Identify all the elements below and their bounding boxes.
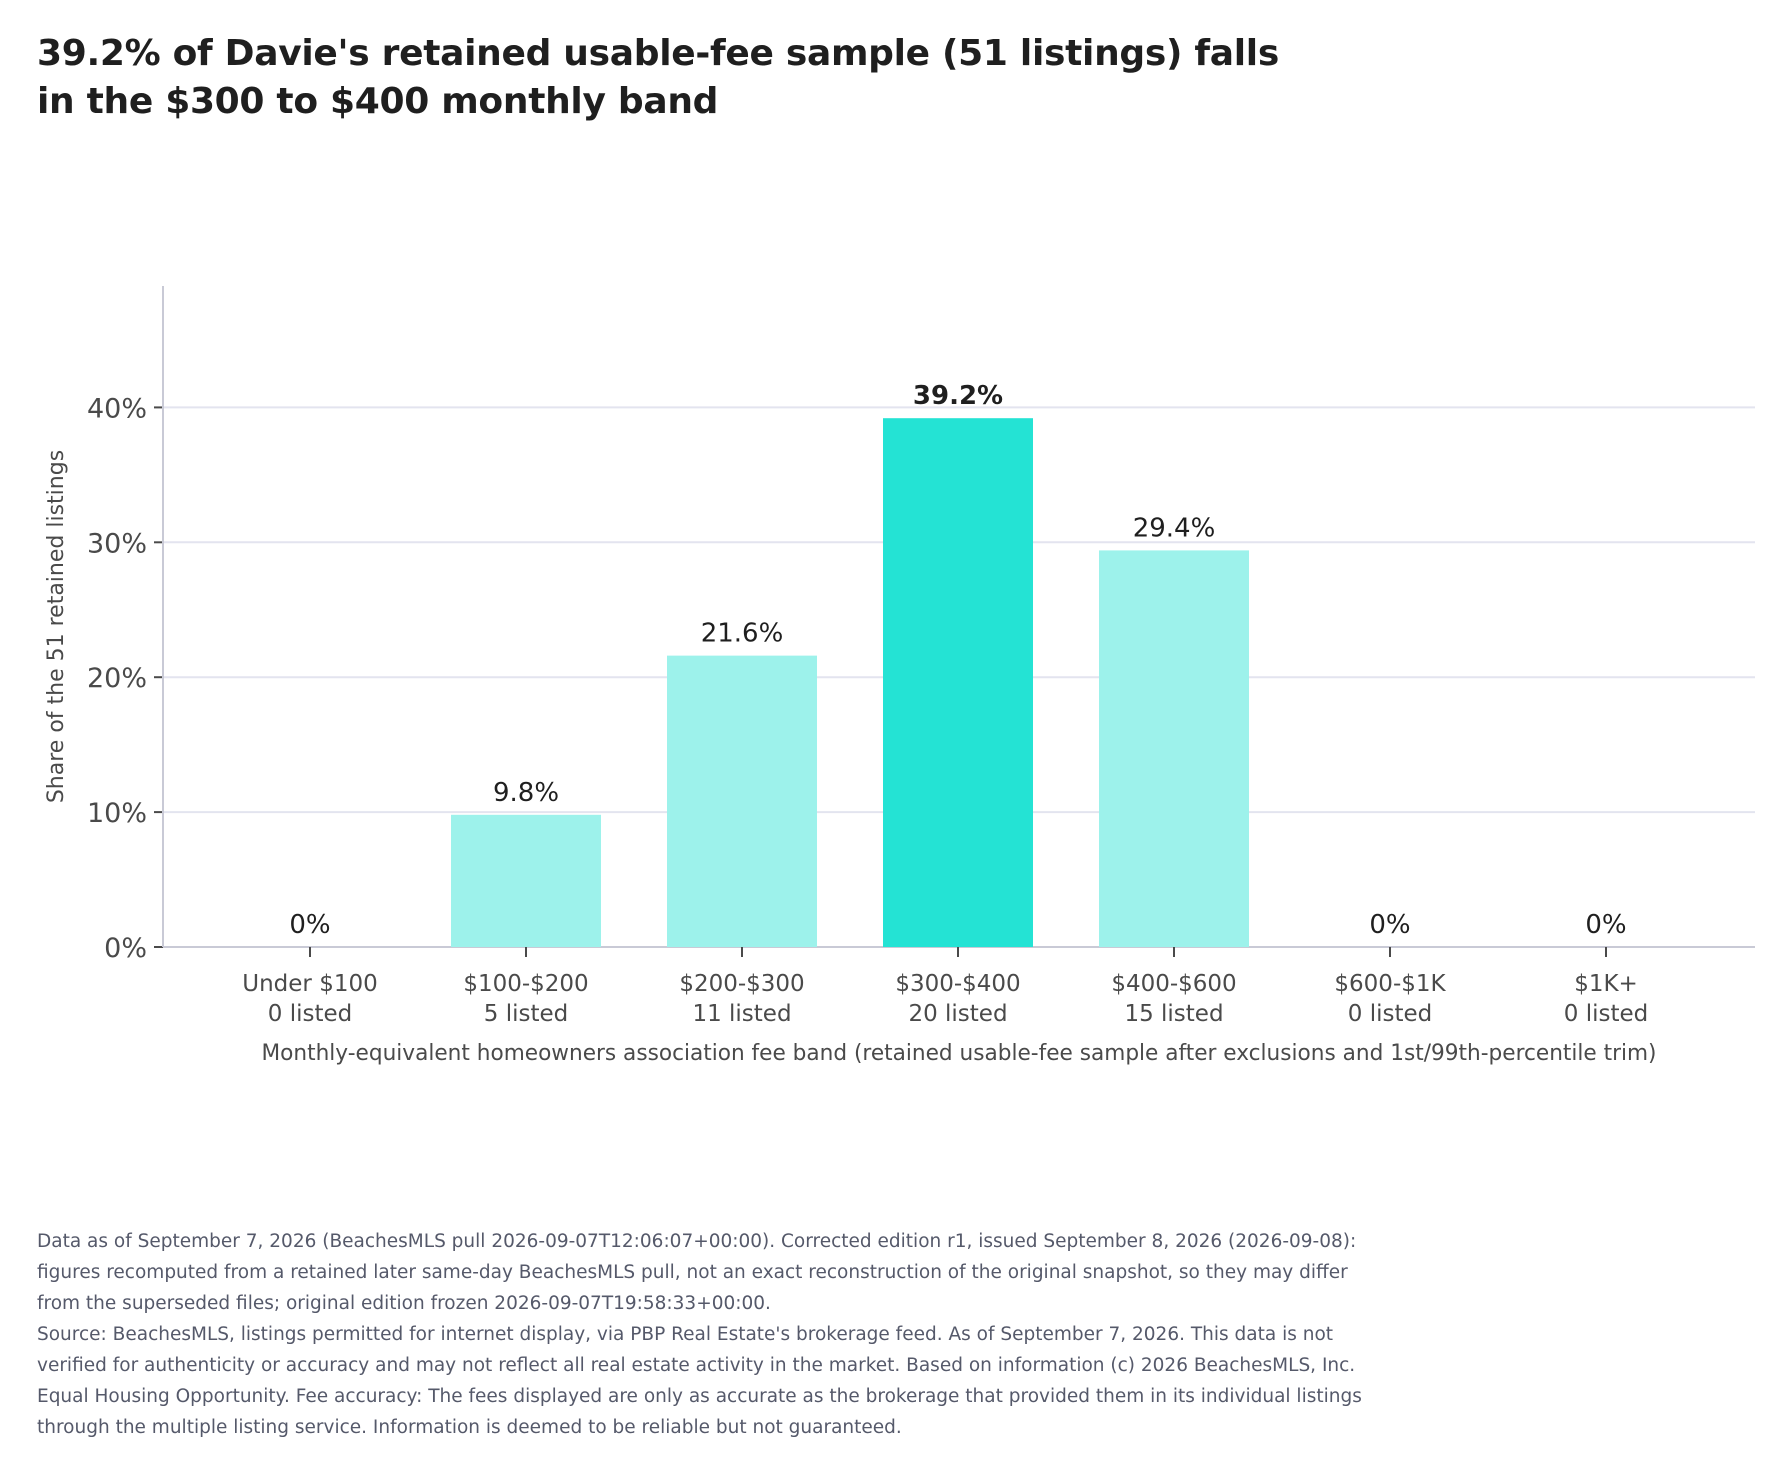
y-tick-label: 10% (87, 798, 147, 829)
x-count-label: 11 listed (692, 1001, 791, 1027)
chart-title: 39.2% of Davie's retained usable-fee sam… (37, 33, 1279, 122)
y-axis-title: Share of the 51 retained listings (44, 450, 69, 803)
bar (451, 814, 601, 947)
data-label: 0% (1369, 910, 1410, 940)
bar (1099, 550, 1249, 947)
data-label: 9.8% (493, 778, 559, 808)
x-axis-title: Monthly-equivalent homeowners associatio… (262, 1041, 1657, 1066)
x-tick-label: $600-$1K (1334, 971, 1446, 997)
y-tick-label: 30% (87, 528, 147, 559)
x-tick-label: $400-$600 (1111, 971, 1236, 997)
data-label: 0% (1585, 910, 1626, 940)
data-label: 21.6% (701, 619, 784, 649)
x-count-label: 20 listed (908, 1001, 1007, 1027)
bar-chart: 0% 10% 20% 30% 40% 0% Under $100 0 listed 9.8% $1… (44, 286, 1755, 1066)
x-count-label: 0 listed (268, 1001, 352, 1027)
data-label: 39.2% (913, 381, 1003, 411)
x-tick-label: $1K+ (1574, 971, 1638, 997)
x-tick-label: Under $100 (242, 971, 377, 997)
data-label: 0% (289, 910, 330, 940)
data-label: 29.4% (1133, 513, 1216, 543)
data-note: Data as of September 7, 2026 (BeachesMLS… (37, 1231, 1357, 1314)
y-tick-label: 20% (87, 663, 147, 694)
bar (667, 655, 817, 947)
x-count-label: 0 listed (1564, 1001, 1648, 1027)
x-count-label: 15 listed (1124, 1001, 1223, 1027)
bar (883, 418, 1033, 947)
x-count-label: 0 listed (1348, 1001, 1432, 1027)
x-tick-label: $200-$300 (679, 971, 804, 997)
x-tick-label: $300-$400 (895, 971, 1020, 997)
source-note: Source: BeachesMLS, listings permitted f… (37, 1324, 1362, 1438)
y-tick-label: 0% (104, 933, 147, 964)
x-count-label: 5 listed (484, 1001, 568, 1027)
y-tick-label: 40% (87, 393, 147, 424)
footnotes: Data as of September 7, 2026 (BeachesMLS… (37, 1226, 1377, 1443)
x-tick-label: $100-$200 (463, 971, 588, 997)
